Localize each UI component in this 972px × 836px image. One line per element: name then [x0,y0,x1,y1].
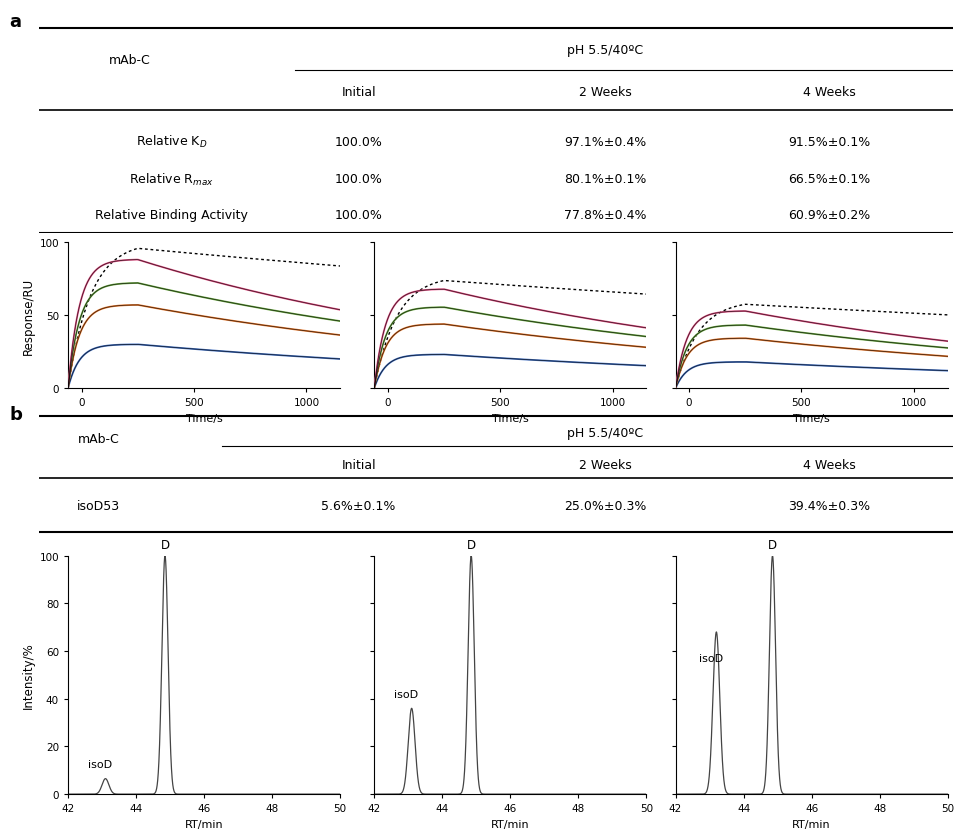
Text: isoD: isoD [395,689,419,699]
Text: 100.0%: 100.0% [334,173,383,186]
Text: Relative R$_{max}$: Relative R$_{max}$ [129,171,214,188]
Text: isoD53: isoD53 [77,499,120,512]
Text: 25.0%±0.3%: 25.0%±0.3% [564,499,646,512]
Text: Initial: Initial [341,85,376,99]
Text: Initial: Initial [341,458,376,472]
Text: 91.5%±0.1%: 91.5%±0.1% [788,135,870,149]
Text: pH 5.5/40ºC: pH 5.5/40ºC [568,43,643,57]
X-axis label: Time/s: Time/s [793,413,830,423]
Text: 5.6%±0.1%: 5.6%±0.1% [322,499,396,512]
Text: 77.8%±0.4%: 77.8%±0.4% [564,209,646,222]
Text: D: D [160,538,169,551]
Text: 100.0%: 100.0% [334,209,383,222]
Text: Relative K$_D$: Relative K$_D$ [135,134,207,150]
Text: b: b [10,405,22,424]
Text: mAb-C: mAb-C [78,433,120,446]
Text: 66.5%±0.1%: 66.5%±0.1% [788,173,870,186]
Text: 100.0%: 100.0% [334,135,383,149]
X-axis label: RT/min: RT/min [185,818,224,828]
Text: 97.1%±0.4%: 97.1%±0.4% [564,135,646,149]
Text: isoD: isoD [699,653,723,663]
Text: pH 5.5/40ºC: pH 5.5/40ºC [568,426,643,440]
Text: 4 Weeks: 4 Weeks [803,85,855,99]
X-axis label: RT/min: RT/min [792,818,831,828]
X-axis label: Time/s: Time/s [186,413,223,423]
Text: a: a [10,13,21,31]
Text: D: D [768,538,777,551]
X-axis label: Time/s: Time/s [492,413,529,423]
Text: 2 Weeks: 2 Weeks [579,85,632,99]
Text: D: D [467,538,475,551]
Text: isoD: isoD [88,759,113,769]
Y-axis label: Response/RU: Response/RU [22,277,35,354]
Text: 2 Weeks: 2 Weeks [579,458,632,472]
Text: 39.4%±0.3%: 39.4%±0.3% [788,499,870,512]
Text: 80.1%±0.1%: 80.1%±0.1% [564,173,646,186]
Y-axis label: Intensity/%: Intensity/% [22,642,35,708]
Text: 60.9%±0.2%: 60.9%±0.2% [788,209,870,222]
Text: Relative Binding Activity: Relative Binding Activity [95,209,248,222]
X-axis label: RT/min: RT/min [491,818,530,828]
Text: mAb-C: mAb-C [110,54,151,67]
Text: 4 Weeks: 4 Weeks [803,458,855,472]
